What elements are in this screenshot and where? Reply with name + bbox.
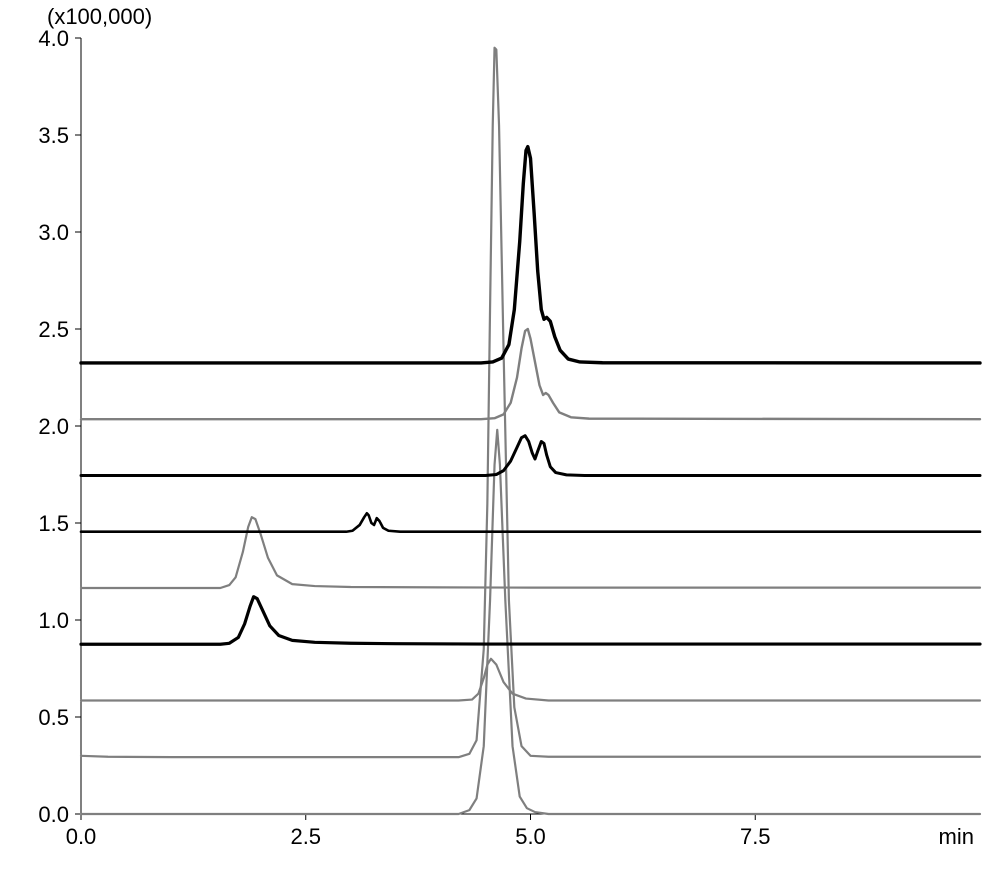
y-tick-label: 0.5 bbox=[38, 705, 69, 730]
x-tick-label: 2.5 bbox=[290, 824, 321, 849]
y-tick-label: 2.5 bbox=[38, 317, 69, 342]
y-tick-label: 4.0 bbox=[38, 26, 69, 51]
y-tick-label: 1.5 bbox=[38, 511, 69, 536]
chart-svg: (x100,000)0.00.51.01.52.02.53.03.54.00.0… bbox=[0, 0, 1000, 883]
y-tick-label: 3.5 bbox=[38, 123, 69, 148]
y-tick-label: 1.0 bbox=[38, 608, 69, 633]
x-tick-label: 0.0 bbox=[66, 824, 97, 849]
y-tick-label: 0.0 bbox=[38, 802, 69, 827]
y-tick-label: 3.0 bbox=[38, 220, 69, 245]
x-tick-label: 5.0 bbox=[515, 824, 546, 849]
chromatogram-chart: (x100,000)0.00.51.01.52.02.53.03.54.00.0… bbox=[0, 0, 1000, 883]
x-axis-label: min bbox=[939, 824, 974, 849]
y-tick-label: 2.0 bbox=[38, 414, 69, 439]
x-tick-label: 7.5 bbox=[740, 824, 771, 849]
